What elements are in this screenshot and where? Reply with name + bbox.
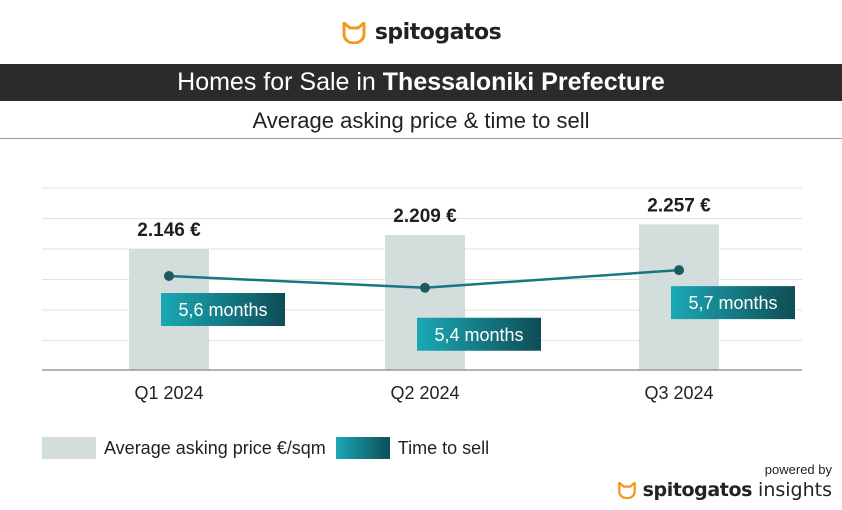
- subtitle-divider: [0, 138, 842, 139]
- legend-swatch-time: [335, 437, 390, 459]
- legend: Average asking price €/sqm Time to sell: [42, 437, 499, 459]
- line-series: [164, 265, 684, 293]
- legend-item-price: Average asking price €/sqm: [42, 437, 326, 459]
- brand-name: spitogatos: [374, 20, 502, 45]
- legend-label-time: Time to sell: [397, 437, 490, 458]
- time-value-label: 5,4 months: [434, 325, 523, 345]
- x-tick-labels: Q1 2024 Q2 2024 Q3 2024: [134, 383, 713, 403]
- price-value-label: 2.257 €: [647, 195, 711, 216]
- time-label-box: [671, 286, 795, 320]
- footer-brand-suffix: insights: [758, 479, 832, 501]
- time-value-label: 5,7 months: [688, 293, 777, 313]
- time-to-sell-point: [674, 265, 684, 276]
- cat-icon: [617, 481, 636, 499]
- legend-label-price: Average asking price €/sqm: [104, 437, 326, 458]
- title-location: Thessaloniki Prefecture: [382, 68, 665, 96]
- x-tick-label: Q3 2024: [644, 383, 713, 403]
- x-tick-label: Q1 2024: [134, 383, 203, 403]
- price-value-label: 2.209 €: [393, 206, 457, 227]
- time-label-box: [417, 317, 541, 351]
- brand-logo: spitogatos: [0, 20, 842, 49]
- data-labels: 2.146 € 2.209 € 2.257 € 5,6 months 5,4 month…: [137, 195, 795, 351]
- time-to-sell-point: [164, 271, 174, 281]
- time-to-sell-point: [420, 282, 430, 293]
- footer-brand-name: spitogatos: [642, 479, 753, 501]
- bar-series: [129, 224, 719, 370]
- price-value-label: 2.146 €: [137, 220, 201, 241]
- chart: 2.146 € 2.209 € 2.257 € 5,6 months 5,4 month…: [42, 187, 802, 403]
- legend-item-time: Time to sell: [335, 437, 490, 459]
- legend-swatch-price: [42, 437, 96, 459]
- time-value-label: 5,6 months: [178, 300, 267, 320]
- chart-subtitle: Average asking price & time to sell: [252, 108, 590, 133]
- page-title: Homes for Sale in Thessaloniki Prefectur…: [0, 64, 842, 101]
- x-tick-label: Q2 2024: [390, 383, 459, 403]
- footer-logo: spitogatos insights: [617, 479, 832, 501]
- footer-attribution: powered by spitogatos insights: [617, 462, 832, 501]
- powered-by: powered by: [764, 462, 832, 477]
- title-prefix: Homes for Sale in: [177, 68, 383, 96]
- cat-icon: [342, 21, 366, 44]
- time-label-box: [161, 293, 285, 326]
